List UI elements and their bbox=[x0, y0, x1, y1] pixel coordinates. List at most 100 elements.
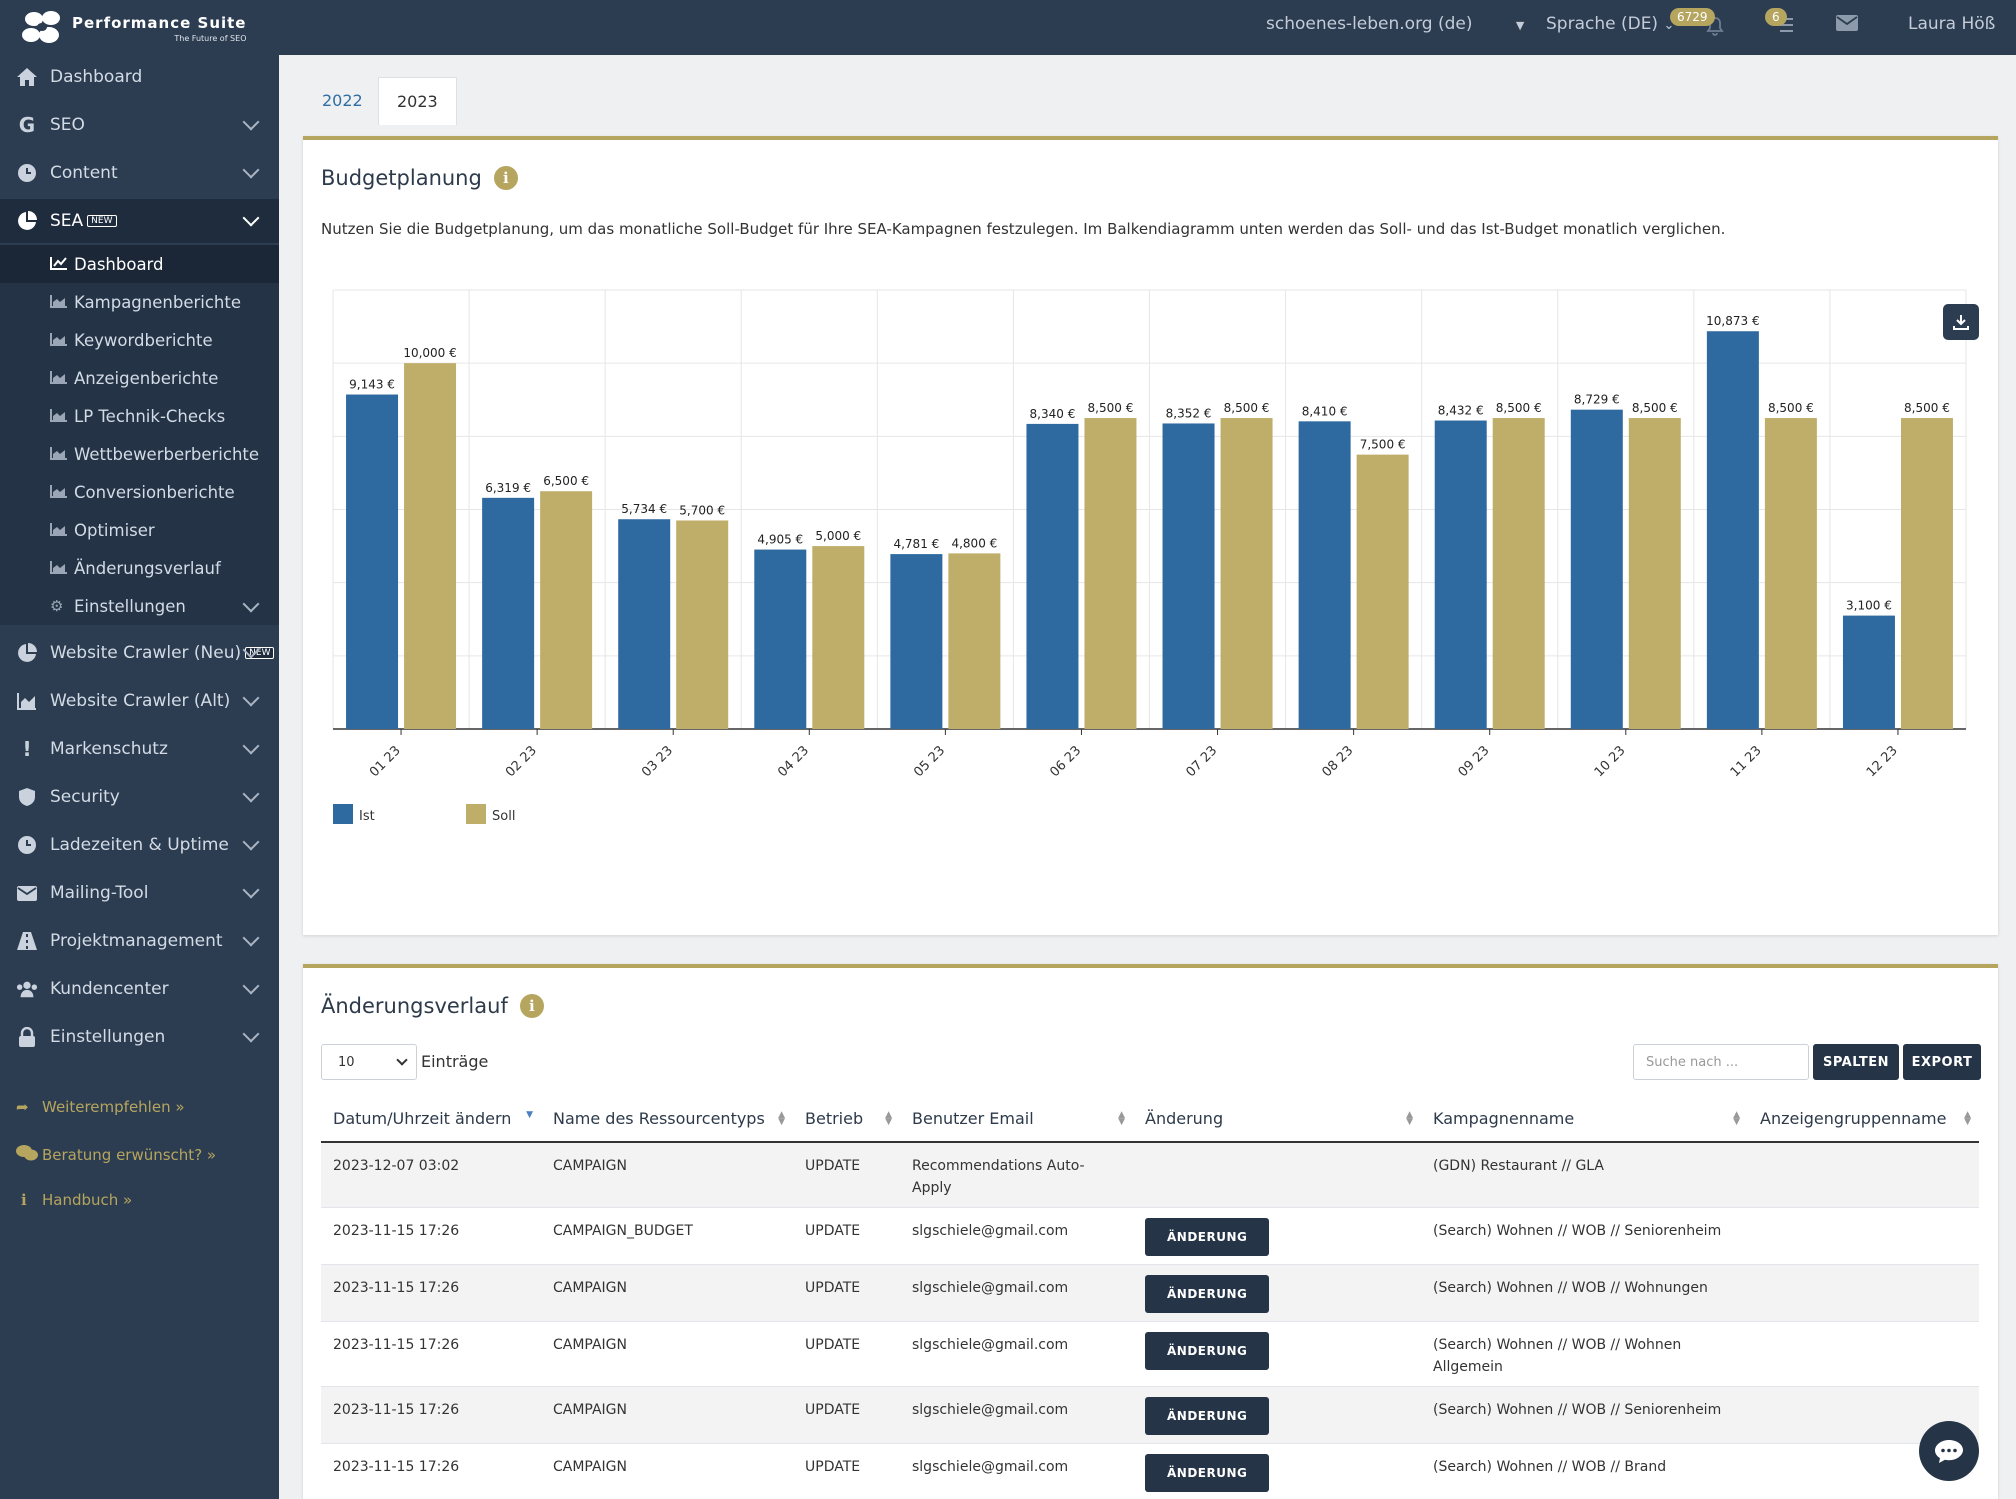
cell-date: 2023-11-15 17:26 bbox=[321, 1321, 541, 1387]
project-selector[interactable]: schoenes-leben.org (de) ▼ bbox=[1266, 14, 1524, 34]
cell-operation: UPDATE bbox=[793, 1264, 900, 1322]
logo-title: Performance Suite bbox=[72, 13, 247, 32]
change-button[interactable]: ÄNDERUNG bbox=[1145, 1332, 1270, 1370]
sidebar-item-ladezeiten[interactable]: Ladezeiten & Uptime bbox=[0, 823, 279, 867]
link-weiterempfehlen[interactable]: ➦ Weiterempfehlen » bbox=[16, 1098, 185, 1116]
chevron-down-icon bbox=[242, 977, 260, 995]
sidebar-item-projektmanagement[interactable]: Projektmanagement bbox=[0, 919, 279, 963]
top-bar: Performance Suite The Future of SEO scho… bbox=[0, 0, 2016, 55]
change-button[interactable]: ÄNDERUNG bbox=[1145, 1218, 1270, 1256]
link-beratung[interactable]: Beratung erwünscht? » bbox=[16, 1144, 216, 1166]
sidebar-subitem-optimiser[interactable]: Optimiser bbox=[0, 511, 279, 549]
sidebar-subitem-keywordberichte[interactable]: Keywordberichte bbox=[0, 321, 279, 359]
sidebar: Dashboard G SEO Content SEA NEW Dashboard… bbox=[0, 55, 279, 1499]
chat-button[interactable] bbox=[1919, 1421, 1979, 1481]
column-header-operation[interactable]: Betrieb ▲ ▼ bbox=[793, 1096, 900, 1143]
chevron-down-icon bbox=[242, 929, 260, 947]
sidebar-item-security[interactable]: Security bbox=[0, 775, 279, 819]
sidebar-item-label: Markenschutz bbox=[50, 739, 168, 759]
sidebar-item-einstellungen[interactable]: Einstellungen bbox=[0, 1015, 279, 1059]
bar-value-label: 8,352 € bbox=[1166, 406, 1212, 420]
column-header-change[interactable]: Änderung ▲ ▼ bbox=[1133, 1096, 1421, 1143]
info-icon[interactable]: i bbox=[493, 166, 518, 190]
change-button[interactable]: ÄNDERUNG bbox=[1145, 1275, 1270, 1313]
logo[interactable]: Performance Suite The Future of SEO bbox=[20, 6, 250, 50]
cell-operation: UPDATE bbox=[793, 1321, 900, 1387]
cell-operation: UPDATE bbox=[793, 1207, 900, 1265]
sidebar-item-label: Content bbox=[50, 163, 118, 183]
bar-ist bbox=[890, 554, 943, 729]
sidebar-item-content[interactable]: Content bbox=[0, 151, 279, 195]
sidebar-subitem-aenderungsverlauf[interactable]: Änderungsverlauf bbox=[0, 549, 279, 587]
sidebar-subitem-dashboard[interactable]: Dashboard bbox=[0, 245, 279, 283]
sidebar-subitem-einstellungen[interactable]: ⚙ Einstellungen bbox=[0, 587, 279, 625]
cell-campaign: (GDN) Restaurant // GLA bbox=[1421, 1142, 1748, 1208]
bar-value-label: 5,734 € bbox=[621, 502, 667, 516]
bar-soll bbox=[948, 553, 1001, 729]
cell-change: ÄNDERUNG bbox=[1133, 1443, 1421, 1499]
chat-bubbles-icon bbox=[16, 1144, 42, 1166]
tab-2022[interactable]: 2022 bbox=[322, 91, 363, 110]
user-menu[interactable]: Laura Höß bbox=[1908, 14, 1996, 34]
area-chart-icon bbox=[50, 559, 68, 578]
cell-resource-type: CAMPAIGN bbox=[541, 1264, 793, 1322]
budget-title-row: Budgetplanung i bbox=[321, 166, 518, 190]
shield-icon bbox=[16, 786, 38, 808]
table-row: 2023-11-15 17:26 CAMPAIGN UPDATE slgschiele… bbox=[321, 1321, 1979, 1387]
cell-adgroup bbox=[1748, 1207, 1979, 1265]
envelope-icon bbox=[1836, 15, 1858, 31]
sidebar-item-sea[interactable]: SEA NEW bbox=[0, 199, 279, 243]
cell-email: slgschiele@gmail.com bbox=[900, 1264, 1133, 1322]
column-header-email[interactable]: Benutzer Email ▲ ▼ bbox=[900, 1096, 1133, 1143]
cell-change: ÄNDERUNG bbox=[1133, 1386, 1421, 1444]
sidebar-subitem-wettbewerberberichte[interactable]: Wettbewerberberichte bbox=[0, 435, 279, 473]
language-selector[interactable]: Sprache (DE) ⌄ bbox=[1546, 14, 1674, 34]
bar-ist bbox=[346, 394, 399, 729]
chevron-down-icon bbox=[242, 833, 260, 851]
column-header-date[interactable]: Datum/Uhrzeit ändern ▼ bbox=[321, 1096, 541, 1143]
cell-date: 2023-12-07 03:02 bbox=[321, 1142, 541, 1208]
sidebar-item-dashboard[interactable]: Dashboard bbox=[0, 55, 279, 99]
sidebar-item-website-crawler-neu[interactable]: Website Crawler (Neu) NEW bbox=[0, 631, 279, 675]
column-header-resource-type[interactable]: Name des Ressourcentyps ▲ ▼ bbox=[541, 1096, 793, 1143]
cell-change: ÄNDERUNG bbox=[1133, 1264, 1421, 1322]
notification-badge: 6729 bbox=[1670, 8, 1715, 26]
sidebar-item-website-crawler-alt[interactable]: Website Crawler (Alt) bbox=[0, 679, 279, 723]
change-button[interactable]: ÄNDERUNG bbox=[1145, 1454, 1270, 1492]
sidebar-subitem-conversionberichte[interactable]: Conversionberichte bbox=[0, 473, 279, 511]
bar-value-label: 4,905 € bbox=[757, 533, 803, 547]
bar-value-label: 8,500 € bbox=[1904, 401, 1950, 415]
bar-value-label: 5,700 € bbox=[679, 503, 725, 517]
area-chart-icon bbox=[50, 293, 68, 312]
history-table: Datum/Uhrzeit ändern ▼ Name des Ressource… bbox=[321, 1096, 1979, 1499]
column-header-campaign[interactable]: Kampagnenname ▲ ▼ bbox=[1421, 1096, 1748, 1143]
sidebar-item-kundencenter[interactable]: Kundencenter bbox=[0, 967, 279, 1011]
cell-adgroup bbox=[1748, 1264, 1979, 1322]
sidebar-item-markenschutz[interactable]: ! Markenschutz bbox=[0, 727, 279, 771]
search-input[interactable]: Suche nach ... bbox=[1633, 1044, 1809, 1080]
sidebar-item-label: Einstellungen bbox=[50, 1027, 166, 1047]
export-button[interactable]: EXPORT bbox=[1903, 1044, 1981, 1080]
page-size-select[interactable]: 10 bbox=[321, 1044, 417, 1080]
sidebar-item-seo[interactable]: G SEO bbox=[0, 103, 279, 147]
area-chart-icon bbox=[50, 445, 68, 464]
column-header-adgroup[interactable]: Anzeigengruppenname ▲ ▼ bbox=[1748, 1096, 1979, 1143]
messages-button[interactable] bbox=[1836, 15, 1858, 36]
tab-2023[interactable]: 2023 bbox=[378, 77, 457, 125]
bar-ist bbox=[1162, 423, 1215, 729]
sidebar-subitem-label: Einstellungen bbox=[74, 596, 186, 616]
sidebar-item-label: Website Crawler (Alt) bbox=[50, 691, 231, 711]
area-chart-icon bbox=[50, 407, 68, 426]
info-icon[interactable]: i bbox=[519, 994, 544, 1018]
sidebar-subitem-lp-technik-checks[interactable]: LP Technik-Checks bbox=[0, 397, 279, 435]
sidebar-item-mailing-tool[interactable]: Mailing-Tool bbox=[0, 871, 279, 915]
download-button[interactable] bbox=[1943, 304, 1979, 340]
columns-button[interactable]: SPALTEN bbox=[1813, 1044, 1899, 1080]
link-label: Handbuch » bbox=[42, 1191, 133, 1209]
sidebar-subitem-anzeigenberichte[interactable]: Anzeigenberichte bbox=[0, 359, 279, 397]
change-button[interactable]: ÄNDERUNG bbox=[1145, 1397, 1270, 1435]
bar-value-label: 8,500 € bbox=[1224, 401, 1270, 415]
link-handbuch[interactable]: i Handbuch » bbox=[16, 1191, 132, 1209]
clock-icon bbox=[16, 834, 38, 856]
sidebar-subitem-kampagnenberichte[interactable]: Kampagnenberichte bbox=[0, 283, 279, 321]
